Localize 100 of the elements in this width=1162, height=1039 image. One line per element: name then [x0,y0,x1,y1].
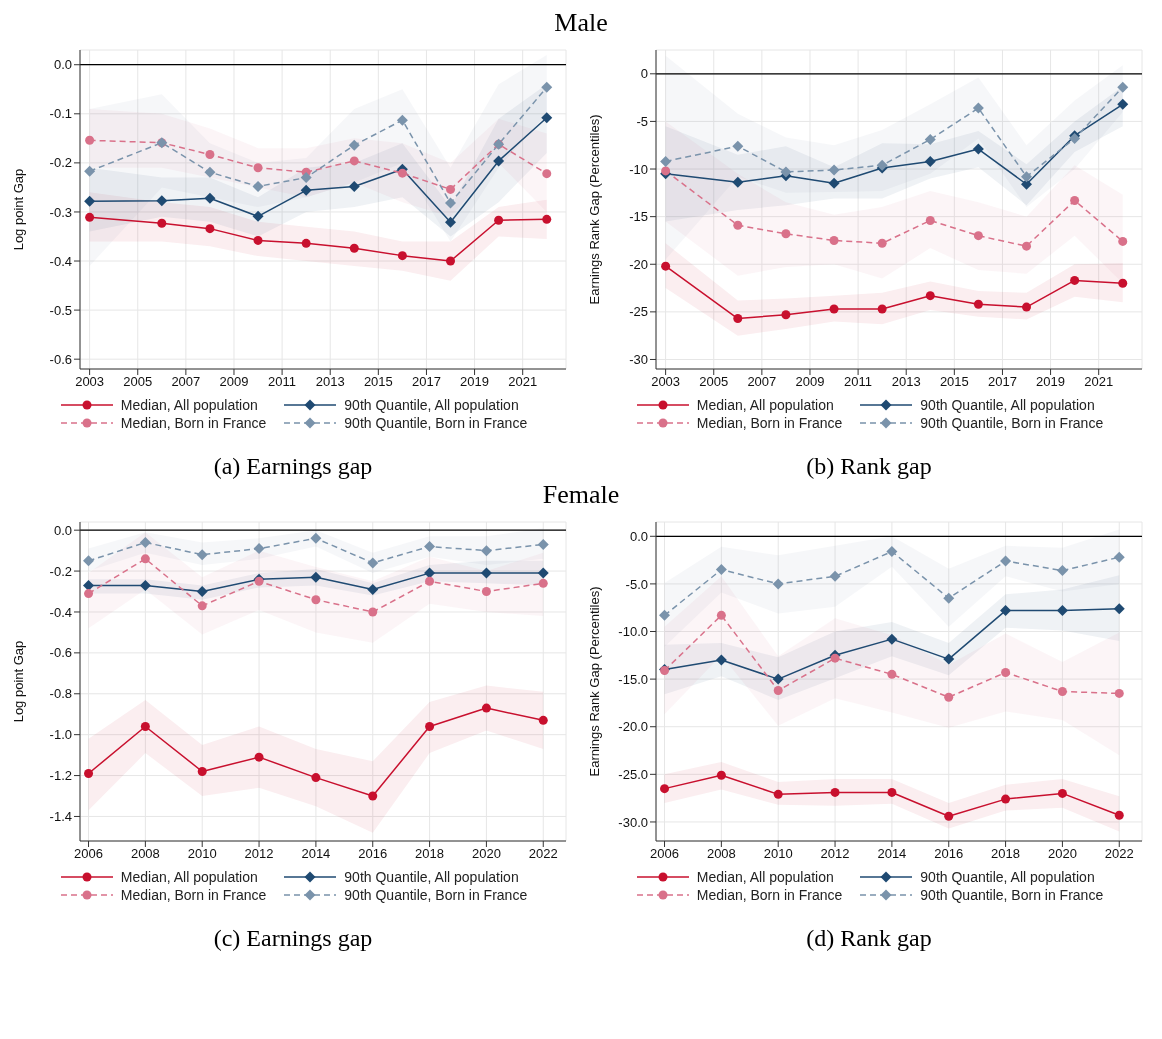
point [397,168,407,178]
point [1113,551,1125,563]
point [205,150,215,160]
point [829,304,839,314]
point [943,653,955,665]
point [944,811,954,821]
point [83,579,95,591]
y-tick-label: -0.4 [49,604,72,620]
point [715,564,727,576]
point [1118,278,1128,288]
point [887,669,897,679]
x-tick-label: 2015 [363,374,393,390]
point [139,579,151,591]
point [425,576,435,586]
point [772,673,784,685]
point [1056,605,1068,617]
legend-label: Median, All population [120,397,258,413]
point [537,538,549,550]
point [397,251,407,261]
y-tick-label: -10 [629,161,648,177]
x-tick-label: 2022 [528,846,558,862]
x-tick-label: 2003 [75,374,105,390]
y-tick-label: -0.1 [49,106,72,122]
x-tick-label: 2003 [651,374,681,390]
chart-title: Female [541,480,621,510]
point [446,256,456,266]
point [300,184,312,196]
y-tick-label: -0.6 [49,351,72,367]
y-axis-title: Log point Gap [10,168,26,251]
legend-label: Median, Born in France [120,415,267,431]
text: (a) Earnings gap [212,453,374,480]
point [830,787,840,797]
y-tick-label: -25 [629,304,648,320]
point [1057,687,1067,696]
point [252,180,264,192]
x-tick-label: 2015 [939,374,969,390]
point [1117,98,1129,110]
point [311,773,321,783]
x-tick-label: 2020 [1047,846,1077,862]
point [829,235,839,245]
x-tick-label: 2012 [244,846,274,862]
y-tick-label: 0.0 [53,522,72,538]
point [445,197,457,209]
point [84,195,96,207]
legend-label: 90th Quantile, All population [920,869,1095,885]
point [84,589,94,599]
point [445,216,457,228]
y-tick-label: -1.4 [49,809,72,825]
y-tick-label: 0.0 [53,57,72,73]
legend-label: 90th Quantile, Born in France [344,887,528,903]
x-tick-label: 2013 [315,374,345,390]
point [1000,605,1012,617]
legend-label: Median, Born in France [120,887,267,903]
point [349,243,359,253]
point [829,570,841,582]
point [204,192,216,204]
point [924,155,936,167]
x-tick-label: 2011 [844,374,873,390]
y-tick-label: -0.4 [49,253,72,269]
point [781,310,791,320]
y-tick-label: 0.0 [629,528,648,544]
x-tick-label: 2021 [1084,374,1114,390]
point [1070,195,1080,205]
point [1113,603,1125,615]
point [349,156,359,166]
point [944,692,954,702]
point [252,210,264,222]
point [85,212,95,222]
y-tick-label: -5.0 [625,576,648,592]
y-tick-label: -20 [629,256,648,272]
legend-label: 90th Quantile, All population [920,397,1095,413]
y-tick-label: -0.6 [49,645,72,661]
point [84,165,96,177]
y-tick-label: -0.5 [49,302,72,318]
y-tick-label: -0.3 [49,204,72,220]
point [396,114,408,126]
y-tick-label: -10.0 [618,624,648,640]
point [1022,241,1032,251]
point [877,238,887,248]
point [368,791,378,801]
x-tick-label: 2017 [411,374,441,390]
text: (d) Rank gap [805,925,933,952]
point [1118,236,1128,246]
x-tick-label: 2007 [747,374,777,390]
point [716,610,726,620]
point [425,721,435,731]
legend-label: Median, All population [696,869,834,885]
legend-label: 90th Quantile, Born in France [344,415,528,431]
chart-title: Male [553,8,609,38]
y-tick-label: -30.0 [618,814,648,830]
y-tick-label: -25.0 [618,766,648,782]
point [886,633,898,645]
point [830,653,840,663]
x-tick-label: 2010 [187,846,217,862]
x-tick-label: 2017 [987,374,1017,390]
point [660,784,670,794]
x-tick-label: 2011 [268,374,297,390]
point [828,177,840,189]
point [83,555,95,567]
point [542,169,552,179]
